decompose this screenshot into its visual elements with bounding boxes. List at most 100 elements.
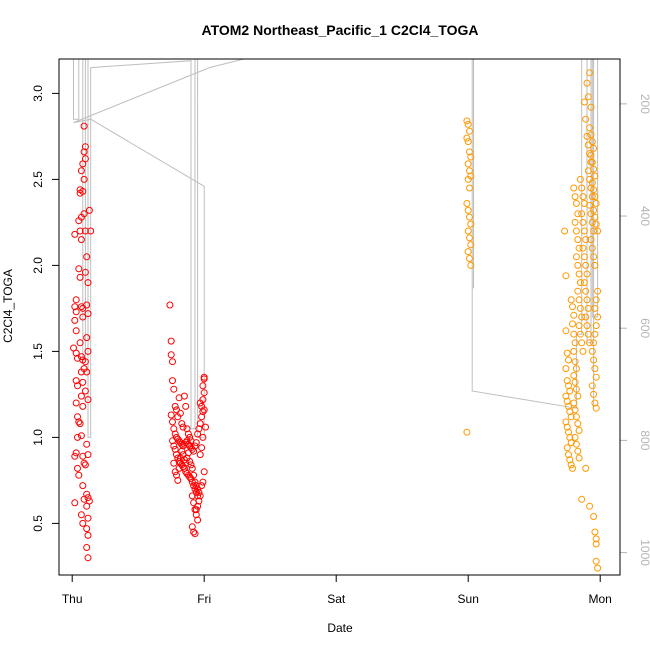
data-point xyxy=(587,103,595,111)
data-point xyxy=(192,482,200,490)
data-point xyxy=(173,451,180,459)
data-point xyxy=(584,330,592,338)
data-point xyxy=(590,165,598,173)
data-point xyxy=(583,270,591,278)
data-point xyxy=(198,444,206,452)
data-point xyxy=(84,279,92,287)
data-point xyxy=(562,365,570,373)
data-point xyxy=(565,382,572,390)
data-point xyxy=(72,296,80,304)
data-point xyxy=(79,402,87,410)
data-point xyxy=(590,356,598,364)
data-point xyxy=(571,378,579,386)
data-point xyxy=(591,528,599,536)
data-point xyxy=(190,528,198,536)
data-point xyxy=(199,478,207,486)
data-point xyxy=(590,339,598,347)
data-point xyxy=(184,449,192,457)
data-point xyxy=(195,488,203,496)
data-point xyxy=(562,327,570,335)
data-point xyxy=(175,464,183,472)
data-point xyxy=(570,330,578,338)
data-point xyxy=(188,464,196,472)
data-point xyxy=(562,272,570,280)
data-point xyxy=(199,408,207,416)
data-point xyxy=(170,385,178,393)
y-axis-label: C2Cl4_TOGA xyxy=(1,269,15,343)
data-point xyxy=(71,303,79,311)
data-point xyxy=(583,132,591,140)
data-point xyxy=(574,210,582,218)
data-point xyxy=(84,396,92,404)
data-point xyxy=(167,337,175,345)
data-point xyxy=(586,124,594,132)
data-point xyxy=(72,449,80,457)
data-point xyxy=(574,236,582,244)
data-point xyxy=(464,227,472,235)
data-point xyxy=(575,270,583,278)
data-point xyxy=(192,488,200,496)
data-point xyxy=(179,423,187,431)
data-point xyxy=(191,478,199,486)
data-point xyxy=(196,451,204,459)
data-point xyxy=(466,148,473,156)
chart-title: ATOM2 Northeast_Pacific_1 C2Cl4_TOGA xyxy=(202,22,479,38)
data-point xyxy=(194,492,202,500)
data-point xyxy=(572,227,580,235)
data-point xyxy=(570,347,578,355)
data-point xyxy=(463,200,471,207)
data-point xyxy=(576,304,584,312)
data-point xyxy=(80,210,88,218)
data-point xyxy=(83,525,91,533)
data-point xyxy=(592,200,600,207)
data-point xyxy=(167,351,175,359)
data-point xyxy=(563,444,571,452)
axes-layer: Thu Fri Sat Sun Mon 0.5 1.0 1.5 2.0 2.5 3.0 200 400 6… xyxy=(31,85,650,606)
data-point xyxy=(186,458,194,465)
data-point xyxy=(195,497,203,505)
data-point xyxy=(574,447,582,455)
data-point xyxy=(576,330,584,338)
data-point xyxy=(590,253,598,261)
data-point xyxy=(75,265,83,273)
data-point xyxy=(590,144,598,152)
data-point xyxy=(166,301,174,309)
data-point xyxy=(590,390,598,398)
data-point xyxy=(169,377,176,385)
data-point xyxy=(565,356,572,364)
data-point xyxy=(592,220,600,228)
data-point xyxy=(586,69,594,77)
data-point xyxy=(592,535,600,543)
data-point xyxy=(563,423,571,431)
data-point xyxy=(169,358,176,366)
data-point xyxy=(173,406,180,414)
data-point xyxy=(467,153,475,161)
data-point xyxy=(572,200,580,207)
data-point xyxy=(74,413,81,421)
data-point xyxy=(464,160,472,168)
data-point xyxy=(84,310,92,318)
data-point xyxy=(191,530,199,538)
data-point xyxy=(200,406,208,414)
data-point xyxy=(591,193,599,201)
data-point xyxy=(594,313,602,321)
data-point xyxy=(188,523,196,531)
data-point xyxy=(466,184,473,192)
data-point xyxy=(72,327,80,335)
data-point xyxy=(75,418,83,426)
data-point xyxy=(588,244,596,252)
data-point xyxy=(582,261,590,269)
data-point xyxy=(565,428,572,436)
data-point xyxy=(464,175,472,183)
data-point xyxy=(580,98,588,106)
data-point xyxy=(187,461,195,469)
data-point xyxy=(466,167,473,175)
right-axis-tick-label: 400 xyxy=(638,206,650,226)
data-point xyxy=(464,248,472,256)
data-point xyxy=(587,131,595,139)
data-point xyxy=(592,557,600,565)
pressure-line-layer xyxy=(73,58,599,438)
data-point xyxy=(87,227,95,235)
data-point xyxy=(563,397,571,405)
